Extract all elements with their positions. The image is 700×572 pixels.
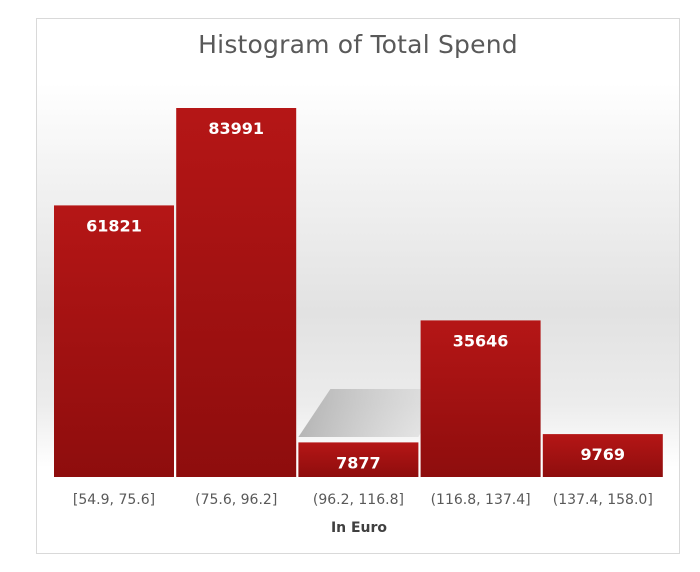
bar-labels-group: 61821 83991 7877 35646 9769 xyxy=(86,119,625,472)
bar-1 xyxy=(54,205,174,477)
x-tick-label: (75.6, 96.2] xyxy=(195,492,277,508)
bar-value-label: 83991 xyxy=(208,119,264,138)
x-tick-label: (116.8, 137.4] xyxy=(431,492,531,508)
bar-value-label: 61821 xyxy=(86,216,142,235)
x-tick-labels-group: [54.9, 75.6] (75.6, 96.2] (96.2, 116.8] (11… xyxy=(73,492,653,508)
x-tick-label: (137.4, 158.0] xyxy=(553,492,653,508)
bar-2 xyxy=(176,108,297,477)
bar-shadows xyxy=(298,389,445,437)
bar-value-label: 9769 xyxy=(581,445,626,464)
bar-shadow xyxy=(298,389,445,437)
bar-5 xyxy=(542,434,663,477)
bar-value-label: 35646 xyxy=(453,331,509,350)
bar-4 xyxy=(420,320,541,477)
bar-3 xyxy=(298,442,419,477)
bars-group xyxy=(54,108,663,477)
x-tick-label: (96.2, 116.8] xyxy=(313,492,404,508)
bar-value-label: 7877 xyxy=(336,453,381,472)
x-tick-label: [54.9, 75.6] xyxy=(73,492,155,508)
x-axis-title: In Euro xyxy=(331,520,387,536)
chart-title: Histogram of Total Spend xyxy=(198,30,518,59)
